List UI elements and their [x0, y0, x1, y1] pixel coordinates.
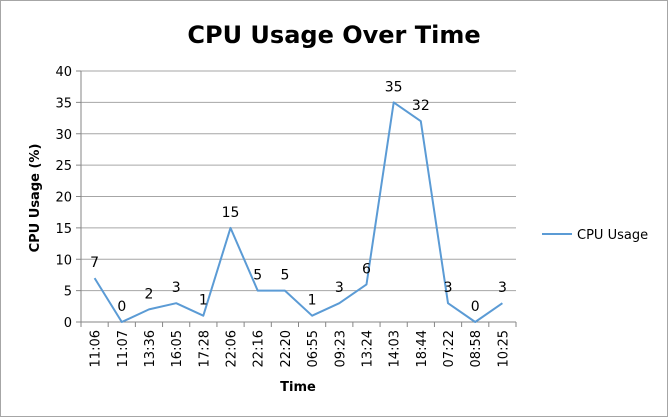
y-tick-label: 15 — [55, 222, 72, 237]
data-label: 3 — [444, 280, 453, 296]
y-tick-label: 10 — [55, 253, 72, 268]
data-label: 1 — [308, 293, 317, 309]
data-point — [255, 288, 260, 293]
legend: CPU Usage — [542, 228, 648, 243]
data-label: 7 — [90, 255, 99, 271]
x-tick-label: 10:25 — [496, 330, 511, 367]
x-tick-label: 09:23 — [333, 330, 348, 367]
data-point — [337, 301, 342, 306]
gridlines — [81, 70, 516, 292]
x-tick-label: 11:07 — [116, 330, 131, 367]
x-tick-label: 11:06 — [89, 330, 104, 367]
x-tick-label: 22:06 — [225, 330, 240, 367]
x-tick-label: 16:05 — [170, 330, 185, 367]
data-point — [228, 225, 233, 230]
y-tick-label: 5 — [64, 285, 72, 300]
x-tick-label: 22:16 — [252, 330, 267, 367]
y-tick-label: 40 — [55, 65, 72, 80]
data-point — [500, 301, 505, 306]
x-tick-label: 08:58 — [469, 330, 484, 367]
data-point — [473, 320, 478, 325]
data-point — [282, 288, 287, 293]
data-label: 3 — [335, 280, 344, 296]
data-label: 3 — [498, 280, 507, 296]
data-point — [119, 320, 124, 325]
y-tick-label: 20 — [55, 191, 72, 206]
series-line-cpu-usage — [93, 101, 503, 323]
y-axis-title: CPU Usage (%) — [28, 144, 43, 253]
x-tick-label: 06:55 — [306, 330, 321, 367]
data-point — [201, 313, 206, 318]
x-tick-label: 13:24 — [360, 330, 375, 367]
data-point — [446, 301, 451, 306]
data-label: 3 — [172, 280, 181, 296]
x-axis-title: Time — [280, 380, 316, 395]
data-point — [391, 100, 396, 105]
x-tick-label: 13:36 — [143, 330, 158, 367]
data-point — [418, 119, 423, 124]
data-label: 0 — [471, 299, 480, 315]
series-layer — [92, 100, 505, 325]
data-point — [92, 276, 97, 281]
data-labels: 7 0 2 3 1 15 5 5 1 3 6 35 32 3 0 3 — [90, 79, 507, 315]
data-label: 6 — [362, 261, 371, 277]
y-tick-label: 35 — [55, 96, 72, 111]
legend-label: CPU Usage — [577, 228, 648, 243]
x-tick-label: 07:22 — [442, 330, 457, 367]
y-tick-label: 0 — [64, 316, 72, 331]
data-label: 5 — [280, 268, 289, 284]
data-label: 0 — [117, 299, 126, 315]
data-label: 5 — [253, 268, 262, 284]
y-tick-label: 30 — [55, 128, 72, 143]
y-tick-label: 25 — [55, 159, 72, 174]
data-point — [174, 301, 179, 306]
x-tick-label: 22:20 — [279, 330, 294, 367]
x-tick-label: 17:28 — [197, 330, 212, 367]
data-label: 15 — [222, 205, 240, 221]
x-tick-label: 14:03 — [388, 330, 403, 367]
data-label: 35 — [385, 79, 403, 95]
data-point — [310, 313, 315, 318]
chart-title: CPU Usage Over Time — [187, 21, 480, 49]
data-point — [146, 307, 151, 312]
data-label: 1 — [199, 293, 208, 309]
x-tick-label: 18:44 — [415, 330, 430, 367]
data-label: 32 — [412, 98, 430, 114]
data-label: 2 — [145, 286, 154, 302]
data-point — [364, 282, 369, 287]
